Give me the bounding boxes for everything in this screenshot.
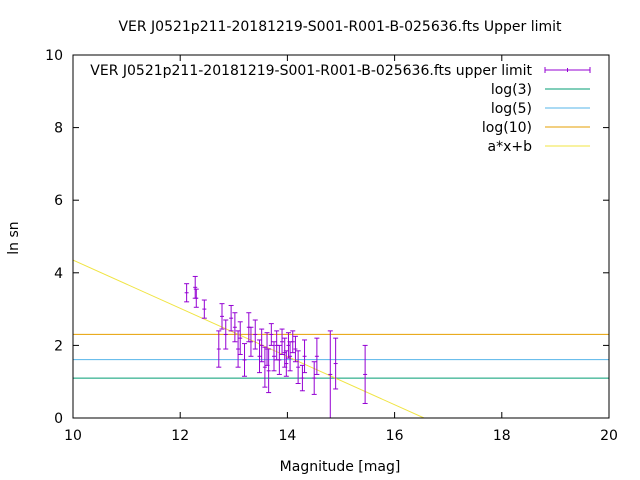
y-tick-label: 0 — [54, 411, 63, 427]
data-point — [223, 319, 229, 350]
data-point — [219, 303, 225, 330]
data-point — [193, 288, 199, 308]
data-point — [295, 350, 301, 385]
data-point — [271, 341, 277, 372]
chart-title: VER J0521p211-20181219-S001-R001-B-02563… — [118, 19, 562, 35]
y-tick-label: 10 — [45, 48, 63, 64]
data-point — [302, 339, 308, 374]
data-point — [228, 304, 234, 332]
data-point — [268, 323, 274, 346]
legend-entry: a*x+b — [488, 139, 590, 155]
x-tick-label: 14 — [278, 428, 296, 444]
x-tick-label: 16 — [386, 428, 404, 444]
x-tick-label: 10 — [64, 428, 82, 444]
data-point — [311, 361, 317, 395]
x-tick-label: 18 — [493, 428, 511, 444]
data-point — [216, 330, 222, 368]
data-point — [237, 321, 243, 355]
data-point — [201, 299, 207, 319]
y-tick-label: 6 — [54, 193, 63, 209]
y-axis-label: ln sn — [6, 221, 22, 254]
legend-entry: log(3) — [491, 82, 590, 98]
legend-entry: log(5) — [491, 101, 590, 117]
data-point — [279, 328, 285, 355]
y-tick-label: 4 — [54, 266, 63, 282]
x-tick-label: 12 — [171, 428, 189, 444]
data-point — [259, 328, 265, 363]
y-tick-label: 2 — [54, 338, 63, 354]
data-point — [266, 348, 272, 394]
axis-ticks: 10 12 14 16 18 20 0 2 4 6 8 10 — [45, 48, 618, 444]
data-point — [276, 344, 282, 375]
data-point — [292, 335, 298, 363]
data-point — [248, 326, 254, 357]
data-point — [333, 337, 339, 390]
x-tick-label: 20 — [600, 428, 618, 444]
legend-entry: log(10) — [482, 120, 590, 136]
data-point — [192, 275, 198, 299]
legend-label: VER J0521p211-20181219-S001-R001-B-02563… — [90, 63, 532, 79]
legend-label: a*x+b — [488, 139, 533, 155]
data-points — [184, 275, 368, 419]
data-point — [184, 283, 190, 303]
legend-label: log(3) — [491, 82, 532, 98]
legend-entry: VER J0521p211-20181219-S001-R001-B-02563… — [90, 63, 591, 79]
y-tick-label: 8 — [54, 121, 63, 137]
legend: VER J0521p211-20181219-S001-R001-B-02563… — [90, 63, 591, 155]
legend-label: log(10) — [482, 120, 532, 136]
data-point — [362, 344, 368, 404]
legend-label: log(5) — [491, 101, 532, 117]
data-point — [327, 330, 333, 419]
data-point — [314, 337, 320, 375]
data-point — [242, 343, 248, 377]
plot-frame — [72, 54, 610, 419]
data-point — [290, 330, 296, 354]
data-point — [252, 319, 258, 350]
fit-lines — [73, 259, 609, 418]
data-point — [232, 312, 238, 343]
x-axis-label: Magnitude [mag] — [280, 459, 401, 475]
